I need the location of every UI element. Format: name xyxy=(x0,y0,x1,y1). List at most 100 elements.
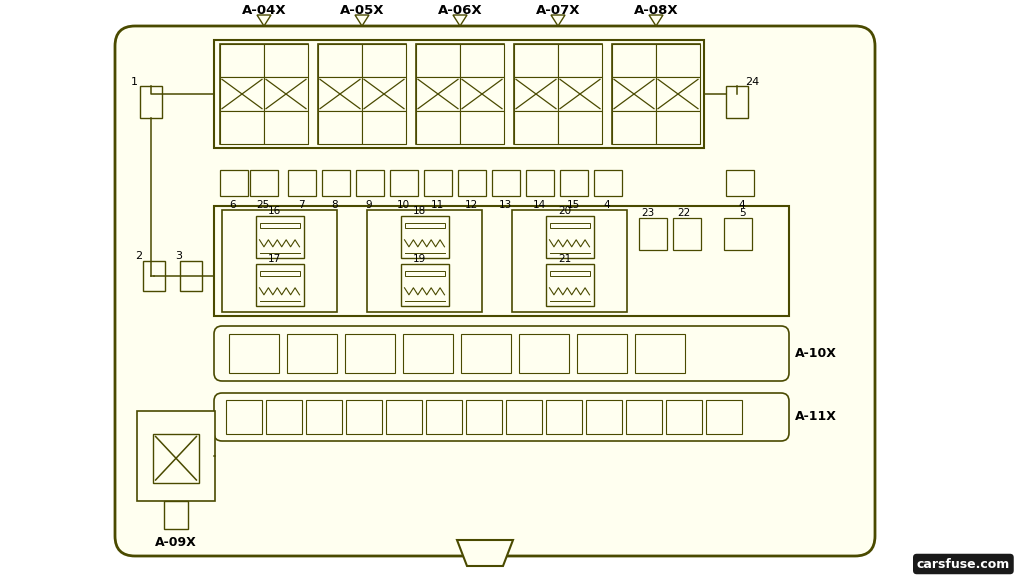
Bar xyxy=(460,111,504,144)
Bar xyxy=(416,44,504,144)
Bar xyxy=(612,77,656,111)
Bar xyxy=(259,223,299,228)
Bar xyxy=(460,77,504,111)
Bar xyxy=(264,111,308,144)
Bar xyxy=(666,400,702,434)
Bar xyxy=(656,111,700,144)
Bar xyxy=(424,170,452,196)
Bar xyxy=(256,216,303,258)
Bar xyxy=(153,434,200,483)
Bar xyxy=(345,334,395,373)
Bar xyxy=(546,216,594,258)
Text: 4: 4 xyxy=(604,200,610,210)
Text: 23: 23 xyxy=(641,208,654,218)
Bar xyxy=(318,111,362,144)
Text: 20: 20 xyxy=(558,206,571,216)
Bar xyxy=(318,44,406,144)
Text: 11: 11 xyxy=(430,200,443,210)
Bar xyxy=(214,40,705,148)
Polygon shape xyxy=(551,15,565,26)
Bar xyxy=(220,111,264,144)
Text: 9: 9 xyxy=(366,200,373,210)
Text: A-11X: A-11X xyxy=(795,411,837,423)
Bar xyxy=(137,411,215,501)
Bar xyxy=(594,170,622,196)
Bar xyxy=(229,334,279,373)
Bar xyxy=(266,400,302,434)
Bar xyxy=(512,210,627,312)
Bar xyxy=(460,44,504,77)
Bar xyxy=(526,170,554,196)
Bar xyxy=(466,400,502,434)
Bar xyxy=(367,210,482,312)
Bar xyxy=(706,400,742,434)
Bar xyxy=(390,170,418,196)
Bar xyxy=(426,400,462,434)
Bar xyxy=(346,400,382,434)
Text: 19: 19 xyxy=(413,254,426,264)
Bar xyxy=(386,400,422,434)
Bar xyxy=(673,218,701,250)
Bar xyxy=(612,44,656,77)
Bar xyxy=(164,501,188,529)
Bar xyxy=(220,77,264,111)
Bar xyxy=(726,86,748,118)
Bar xyxy=(404,271,444,276)
Bar xyxy=(519,334,569,373)
Bar xyxy=(306,400,342,434)
Text: 24: 24 xyxy=(744,77,759,87)
Bar xyxy=(586,400,622,434)
Bar xyxy=(362,111,406,144)
Text: 6: 6 xyxy=(229,200,237,210)
Bar xyxy=(318,44,362,77)
Bar xyxy=(403,334,453,373)
Bar xyxy=(558,111,602,144)
Bar xyxy=(546,264,594,306)
Polygon shape xyxy=(649,15,663,26)
Polygon shape xyxy=(453,15,467,26)
Polygon shape xyxy=(457,540,513,566)
Bar xyxy=(220,44,308,144)
Bar xyxy=(514,111,558,144)
Bar xyxy=(250,170,278,196)
Text: 3: 3 xyxy=(175,251,182,261)
Bar xyxy=(256,264,303,306)
Bar xyxy=(214,206,790,316)
Bar xyxy=(726,170,754,196)
Bar xyxy=(639,218,667,250)
Polygon shape xyxy=(355,15,369,26)
Bar xyxy=(226,400,262,434)
Bar xyxy=(140,86,162,118)
Text: 4: 4 xyxy=(738,200,745,210)
Bar xyxy=(416,111,460,144)
Bar xyxy=(546,400,582,434)
Text: carsfuse.com: carsfuse.com xyxy=(916,558,1010,570)
Text: 21: 21 xyxy=(558,254,571,264)
Text: 13: 13 xyxy=(499,200,512,210)
Bar xyxy=(322,170,350,196)
Text: A-05X: A-05X xyxy=(340,3,384,17)
Text: 25: 25 xyxy=(256,200,269,210)
Text: 5: 5 xyxy=(739,208,746,218)
Bar xyxy=(143,261,165,291)
Bar xyxy=(404,223,444,228)
Text: 1: 1 xyxy=(130,77,137,87)
Bar xyxy=(259,271,299,276)
Text: 8: 8 xyxy=(332,200,338,210)
Text: 14: 14 xyxy=(532,200,546,210)
Bar xyxy=(612,44,700,144)
Text: 22: 22 xyxy=(677,208,690,218)
Bar xyxy=(287,334,337,373)
Bar xyxy=(550,223,590,228)
FancyBboxPatch shape xyxy=(115,26,874,556)
Bar xyxy=(558,77,602,111)
Bar xyxy=(264,44,308,77)
Bar xyxy=(222,210,337,312)
Bar xyxy=(362,44,406,77)
Bar xyxy=(180,261,202,291)
Text: 12: 12 xyxy=(464,200,477,210)
Bar xyxy=(400,216,449,258)
Bar xyxy=(400,264,449,306)
Text: A-08X: A-08X xyxy=(634,3,678,17)
Text: A-09X: A-09X xyxy=(155,536,197,550)
